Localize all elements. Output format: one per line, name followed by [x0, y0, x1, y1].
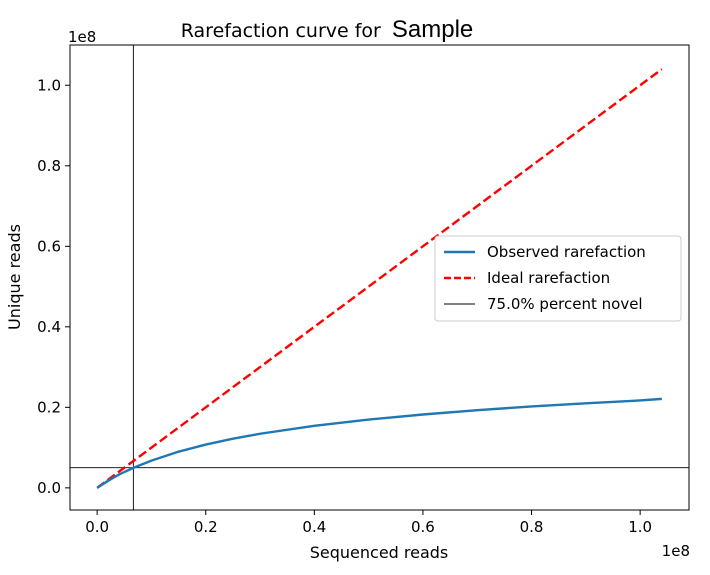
- series-line-observed-rarefaction: [96, 397, 662, 489]
- plot-area: [70, 45, 689, 510]
- x-tick-label: 0.8: [520, 518, 544, 536]
- x-tick-label: 0.0: [85, 518, 109, 536]
- legend: Observed rarefaction Ideal rarefaction 75.…: [434, 235, 682, 322]
- x-tick-label: 0.2: [194, 518, 218, 536]
- y-tick-label: 1.0: [37, 76, 61, 94]
- x-offset-label: 1e8: [662, 542, 690, 560]
- chart-title-sample: Sample: [392, 16, 473, 43]
- plot-frame: [69, 44, 690, 511]
- y-tick-label: 0.4: [37, 318, 61, 336]
- legend-label: 75.0% percent novel: [487, 295, 643, 313]
- legend-box: [434, 235, 682, 322]
- series-line-ideal-rarefaction: [96, 68, 663, 489]
- y-tick-label: 0.8: [37, 157, 61, 175]
- y-tick-label: 0.2: [37, 398, 61, 416]
- legend-label: Ideal rarefaction: [487, 269, 610, 287]
- y-tick-label: 0.0: [37, 479, 61, 497]
- legend-label: Observed rarefaction: [487, 243, 646, 261]
- y-tick-label: 0.6: [37, 237, 61, 255]
- y-offset-label: 1e8: [68, 28, 96, 46]
- x-tick-label: 0.4: [302, 518, 326, 536]
- axis-ticks: 0.0 0.2 0.4 0.6 0.8 1.0 0.0 0.2 0.4 0.6 0.8 1.0: [37, 76, 652, 536]
- x-axis-label: Sequenced reads: [310, 543, 449, 562]
- x-tick-label: 0.6: [411, 518, 435, 536]
- chart-title-prefix: Rarefaction curve for: [181, 20, 381, 42]
- chart-title: Rarefaction curve for Sample: [181, 16, 474, 43]
- x-tick-label: 1.0: [628, 518, 652, 536]
- y-axis-label: Unique reads: [5, 224, 24, 330]
